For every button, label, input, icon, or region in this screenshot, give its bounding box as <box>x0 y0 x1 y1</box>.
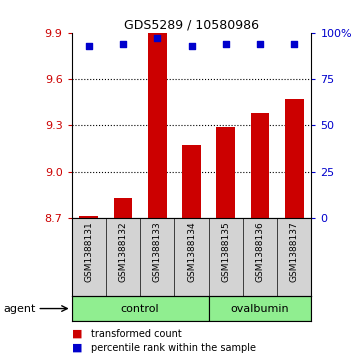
Text: ovalbumin: ovalbumin <box>231 303 289 314</box>
Bar <box>113 198 132 218</box>
Title: GDS5289 / 10580986: GDS5289 / 10580986 <box>124 19 259 32</box>
Text: ■: ■ <box>72 329 82 339</box>
Text: control: control <box>121 303 159 314</box>
Text: GSM1388135: GSM1388135 <box>221 222 230 282</box>
Point <box>189 43 194 49</box>
Text: GSM1388131: GSM1388131 <box>84 222 93 282</box>
Point <box>120 41 126 47</box>
Text: GSM1388132: GSM1388132 <box>118 222 127 282</box>
Bar <box>216 127 235 218</box>
Point <box>86 43 92 49</box>
Text: transformed count: transformed count <box>91 329 182 339</box>
Text: agent: agent <box>4 303 36 314</box>
Point <box>223 41 229 47</box>
Bar <box>148 33 167 218</box>
Bar <box>209 296 311 321</box>
Point <box>154 35 160 41</box>
Bar <box>182 145 201 218</box>
Text: ■: ■ <box>72 343 82 353</box>
Bar <box>251 113 270 218</box>
Bar <box>72 296 209 321</box>
Bar <box>285 99 304 218</box>
Bar <box>79 216 98 218</box>
Text: percentile rank within the sample: percentile rank within the sample <box>91 343 256 353</box>
Text: GSM1388133: GSM1388133 <box>153 222 162 282</box>
Point <box>257 41 263 47</box>
Text: GSM1388134: GSM1388134 <box>187 222 196 282</box>
Text: GSM1388136: GSM1388136 <box>256 222 265 282</box>
Text: GSM1388137: GSM1388137 <box>290 222 299 282</box>
Point <box>291 41 297 47</box>
